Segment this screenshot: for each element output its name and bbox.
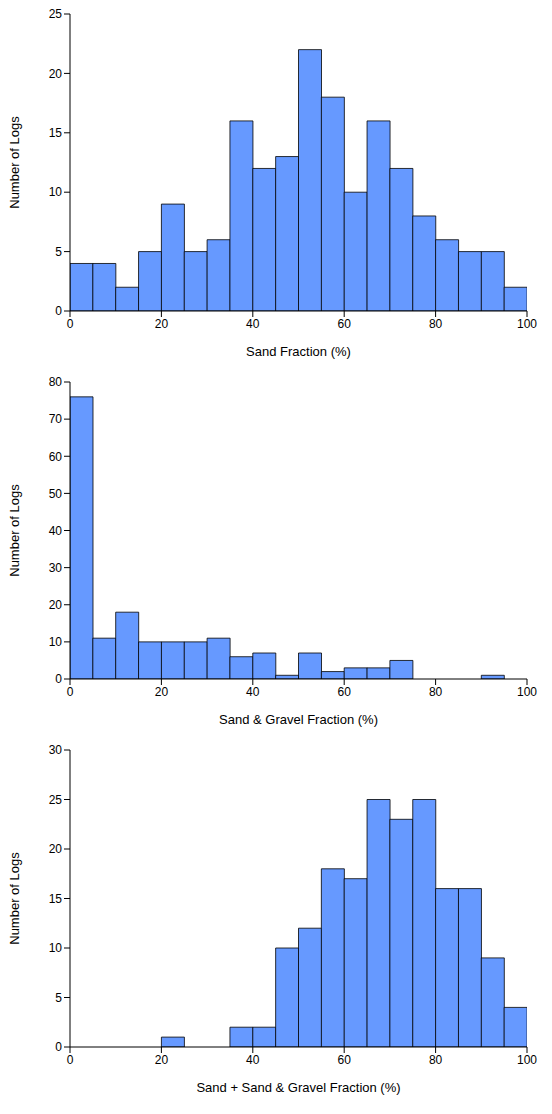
svg-text:Number of Logs: Number of Logs [8, 852, 22, 945]
svg-text:40: 40 [246, 1053, 260, 1067]
svg-text:Sand Fraction (%): Sand Fraction (%) [246, 344, 351, 359]
svg-text:10: 10 [49, 635, 63, 649]
svg-text:100: 100 [517, 317, 537, 331]
svg-text:100: 100 [517, 685, 537, 699]
svg-text:80: 80 [49, 376, 63, 389]
svg-text:30: 30 [49, 744, 63, 757]
svg-text:70: 70 [49, 412, 63, 426]
svg-text:60: 60 [338, 685, 352, 699]
svg-text:80: 80 [429, 685, 443, 699]
svg-text:60: 60 [49, 450, 63, 464]
svg-text:20: 20 [49, 598, 63, 612]
svg-text:5: 5 [55, 991, 62, 1005]
svg-text:50: 50 [49, 487, 63, 501]
svg-text:80: 80 [429, 1053, 443, 1067]
svg-text:60: 60 [338, 317, 352, 331]
svg-text:0: 0 [67, 1053, 74, 1067]
svg-text:25: 25 [49, 793, 63, 807]
svg-text:40: 40 [246, 317, 260, 331]
svg-text:60: 60 [338, 1053, 352, 1067]
svg-text:0: 0 [67, 685, 74, 699]
svg-text:Number of Logs: Number of Logs [8, 484, 22, 577]
svg-text:40: 40 [49, 524, 63, 538]
svg-text:15: 15 [49, 892, 63, 906]
svg-text:Sand & Gravel Fraction (%): Sand & Gravel Fraction (%) [219, 712, 378, 727]
svg-text:0: 0 [55, 304, 62, 318]
svg-text:30: 30 [49, 561, 63, 575]
svg-text:Number of Logs: Number of Logs [8, 116, 22, 209]
svg-text:20: 20 [49, 67, 63, 81]
svg-text:80: 80 [429, 317, 443, 331]
svg-text:20: 20 [155, 317, 169, 331]
svg-text:0: 0 [55, 672, 62, 686]
svg-text:10: 10 [49, 185, 63, 199]
svg-text:15: 15 [49, 126, 63, 140]
svg-text:20: 20 [49, 842, 63, 856]
svg-text:5: 5 [55, 245, 62, 259]
svg-text:20: 20 [155, 1053, 169, 1067]
svg-text:25: 25 [49, 8, 63, 21]
svg-text:100: 100 [517, 1053, 537, 1067]
svg-text:Sand + Sand & Gravel Fraction: Sand + Sand & Gravel Fraction (%) [196, 1080, 400, 1095]
svg-text:0: 0 [55, 1040, 62, 1054]
svg-text:0: 0 [67, 317, 74, 331]
svg-text:40: 40 [246, 685, 260, 699]
svg-text:10: 10 [49, 941, 63, 955]
svg-text:20: 20 [155, 685, 169, 699]
